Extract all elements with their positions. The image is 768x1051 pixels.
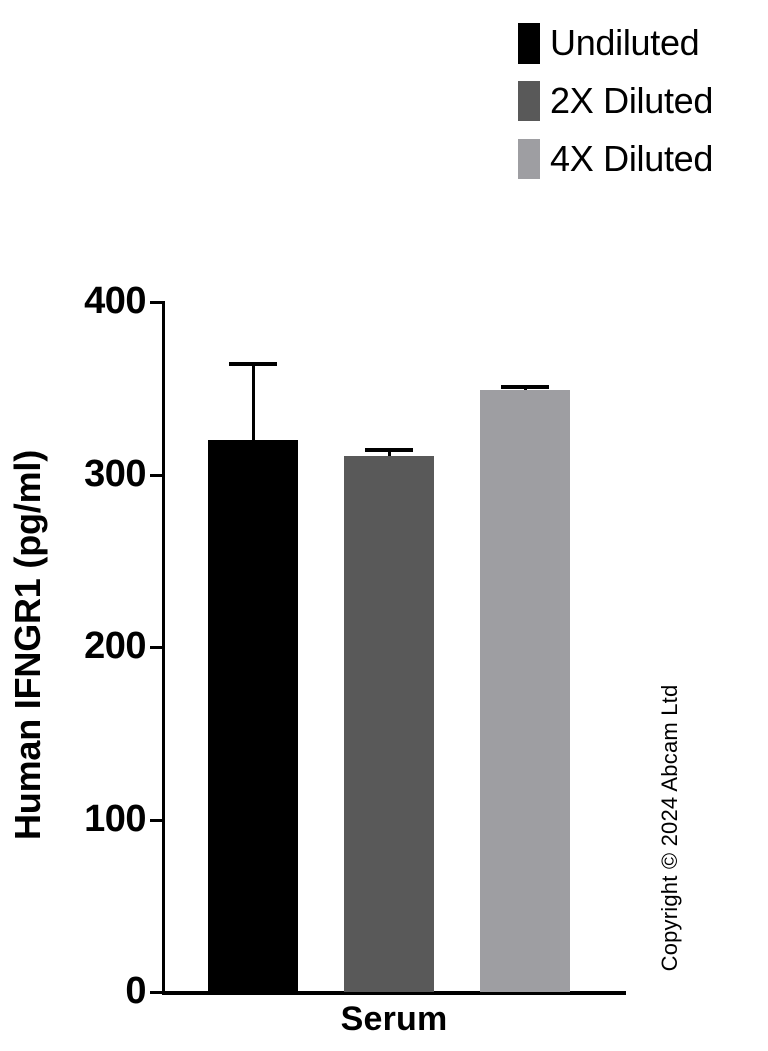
y-axis-tick-label: 300 <box>0 455 146 493</box>
y-axis-tick-label-text: 100 <box>84 797 146 840</box>
x-axis-title: Serum <box>162 1000 626 1039</box>
y-axis-tick-label-text: 300 <box>84 452 146 495</box>
legend-swatch-icon-undiluted <box>518 22 540 64</box>
y-axis-title-text: Human IFNGR1 (pg/ml) <box>7 450 48 840</box>
bar-undiluted <box>208 440 298 992</box>
copyright-text: Copyright © 2024 Abcam Ltd <box>657 684 682 972</box>
y-axis-line <box>162 301 165 994</box>
copyright-notice: Copyright © 2024 Abcam Ltd <box>640 0 700 1051</box>
y-axis-title: Human IFNGR1 (pg/ml) <box>0 0 56 1051</box>
chart-legend: Undiluted 2X Diluted 4X Diluted <box>518 14 768 188</box>
error-bar-cap <box>229 362 277 367</box>
bar-2x-diluted <box>344 455 434 992</box>
error-bar-line <box>251 364 255 440</box>
legend-item-4x-diluted: 4X Diluted <box>518 130 768 188</box>
y-axis-tick-label: 0 <box>0 972 146 1010</box>
legend-label-2x-diluted: 2X Diluted <box>550 80 714 121</box>
y-axis-tick <box>150 991 163 994</box>
error-bar-cap <box>501 384 549 389</box>
y-axis-tick <box>150 646 163 649</box>
y-axis-tick-label-text: 0 <box>125 970 146 1012</box>
error-bar-cap <box>365 448 413 453</box>
x-axis-line <box>162 991 626 995</box>
error-bar-line <box>387 450 391 456</box>
y-axis-tick-label: 100 <box>0 800 146 838</box>
legend-label-4x-diluted: 4X Diluted <box>550 138 714 179</box>
bar-4x-diluted <box>480 389 570 992</box>
y-axis-tick-label-text: 400 <box>84 280 146 322</box>
x-axis-title-text: Serum <box>340 1000 448 1038</box>
legend-swatch-icon-4x-diluted <box>518 139 540 179</box>
y-axis-tick <box>150 473 163 477</box>
y-axis-tick-label-text: 200 <box>84 625 146 667</box>
legend-swatch-icon-2x-diluted <box>518 81 540 121</box>
legend-item-2x-diluted: 2X Diluted <box>518 72 768 130</box>
y-axis-tick <box>150 818 163 822</box>
legend-item-undiluted: Undiluted <box>518 14 768 72</box>
bars-layer <box>208 362 570 992</box>
y-axis-tick-label: 400 <box>0 282 146 320</box>
y-axis-tick <box>150 301 163 304</box>
legend-label-undiluted: Undiluted <box>550 22 700 63</box>
y-axis-tick-label: 200 <box>0 627 146 665</box>
